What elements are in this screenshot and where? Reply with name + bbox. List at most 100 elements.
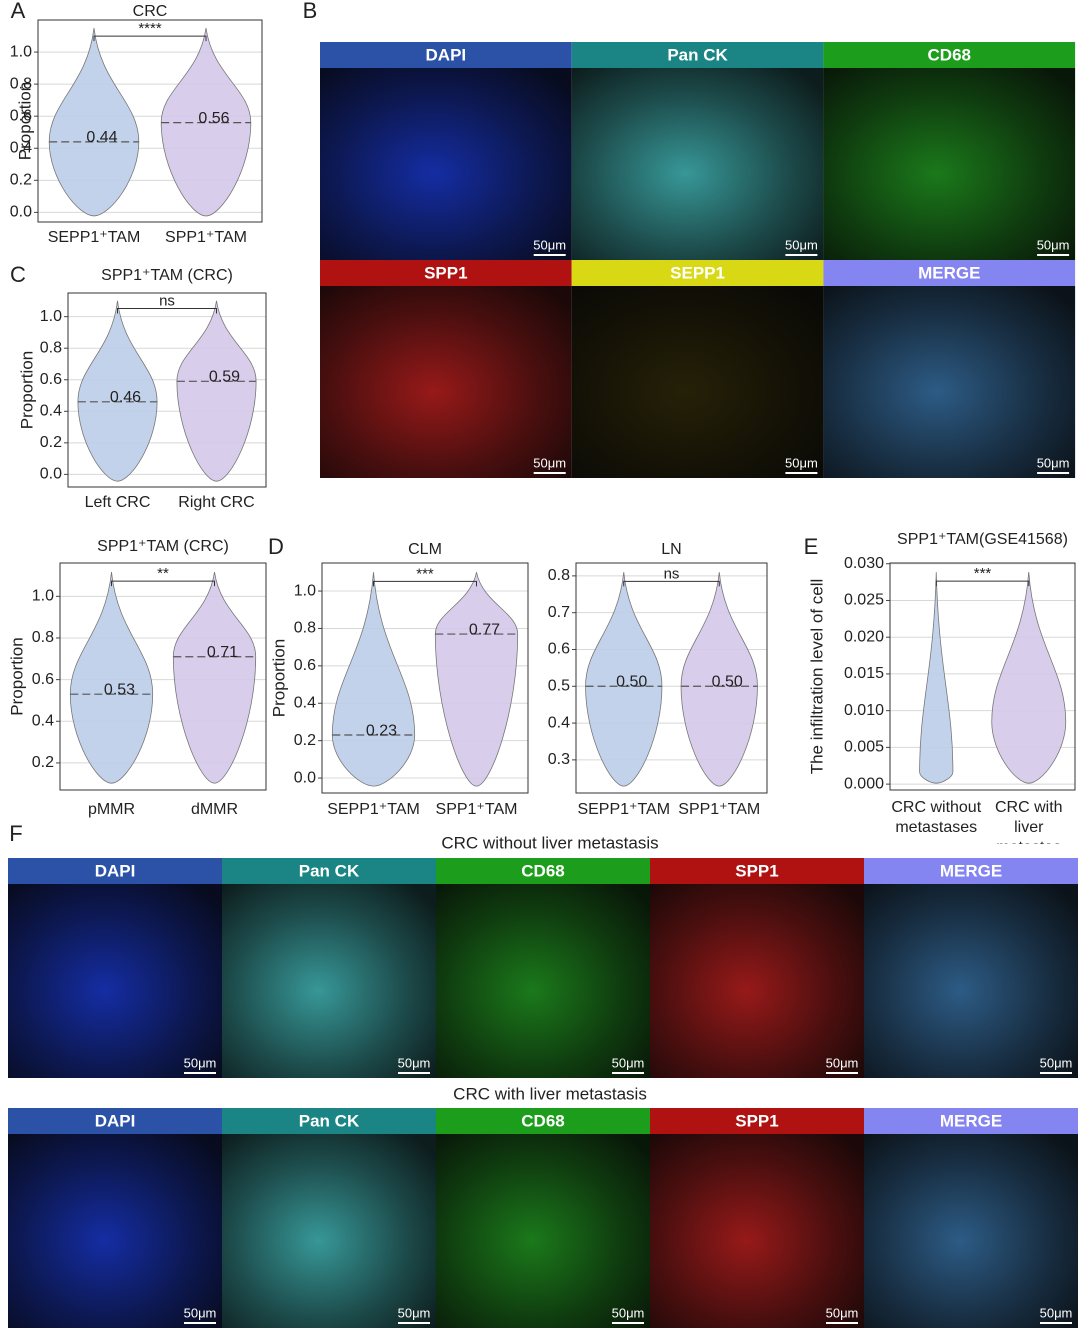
chart-title: SPP1⁺TAM(GSE41568) <box>897 531 1068 548</box>
micrograph-signal <box>320 286 572 478</box>
channel-label: Pan CK <box>299 1111 360 1130</box>
x-tick-label: SEPP1⁺TAM <box>577 801 670 818</box>
y-tick-label: 0.0 <box>10 204 32 221</box>
median-label: 0.23 <box>366 722 397 739</box>
image-header <box>823 260 1076 286</box>
median-label: 0.59 <box>209 369 240 386</box>
plot-frame <box>889 562 1076 791</box>
y-axis-label: Proportion <box>15 82 34 160</box>
micrograph-signal <box>571 68 824 260</box>
micrograph-signal <box>8 884 222 1078</box>
scale-label: 50μm <box>1037 237 1070 252</box>
y-tick-label: 0.7 <box>548 604 570 621</box>
micrograph-signal <box>222 884 436 1078</box>
scale-label: 50μm <box>1040 1055 1073 1070</box>
significance-bracket <box>117 308 217 314</box>
scale-label: 50μm <box>826 1055 859 1070</box>
y-tick-label: 0.2 <box>10 172 32 189</box>
image-header <box>436 858 650 884</box>
x-tick-label: SEPP1⁺TAM <box>327 801 420 818</box>
chart-title: LN <box>661 541 681 558</box>
significance-label: *** <box>416 565 434 582</box>
y-tick-label: 0.8 <box>32 629 54 646</box>
violin-body <box>160 28 252 217</box>
y-tick-label: 0.6 <box>548 641 570 658</box>
channel-label: DAPI <box>95 861 136 880</box>
row-title: CRC without liver metastasis <box>441 833 658 852</box>
image-header <box>864 1108 1078 1134</box>
micrograph-signal <box>650 884 864 1078</box>
y-tick-label: 1.0 <box>10 43 32 60</box>
plot-frame <box>321 562 529 794</box>
x-tick-label-text: CRC without metastases <box>891 799 982 836</box>
row-title: CRC with liver metastasis <box>453 1084 647 1103</box>
scale-label: 50μm <box>398 1055 431 1070</box>
y-tick-label: 0.000 <box>844 775 884 792</box>
plot-frame <box>37 19 263 223</box>
significance-bracket <box>373 580 477 587</box>
micrograph-signal <box>8 1134 222 1328</box>
y-tick-label: 0.8 <box>40 339 62 356</box>
micrograph-signal <box>436 884 650 1078</box>
x-tick-label: SEPP1⁺TAM <box>48 229 141 246</box>
y-tick-label: 0.020 <box>844 628 884 645</box>
x-tick-label: CRC with liver metastas <box>995 799 1063 844</box>
plot-frame <box>575 562 768 794</box>
x-tick-label: SPP1⁺TAM <box>436 801 518 818</box>
image-header <box>222 1108 436 1134</box>
significance-label: **** <box>138 20 162 37</box>
x-tick-label: Right CRC <box>178 494 254 511</box>
scale-label: 50μm <box>612 1055 645 1070</box>
channel-label: Pan CK <box>299 861 360 880</box>
violin-body <box>991 572 1067 784</box>
y-tick-label: 0.005 <box>844 739 884 756</box>
violin-body <box>172 572 257 784</box>
y-tick-label: 1.0 <box>32 588 54 605</box>
significance-bracket <box>623 580 720 587</box>
scale-label: 50μm <box>398 1305 431 1320</box>
micrograph-signal <box>864 884 1078 1078</box>
y-tick-label: 0.4 <box>32 712 54 729</box>
y-axis-label: The infiltration level of cell <box>807 579 826 775</box>
scale-label: 50μm <box>533 455 566 470</box>
significance-label: ns <box>664 565 680 582</box>
micrograph-signal <box>650 1134 864 1328</box>
violin-body <box>176 300 257 482</box>
violin-body <box>48 28 140 217</box>
y-tick-label: 0.4 <box>294 694 316 711</box>
y-tick-label: 0.8 <box>294 620 316 637</box>
x-tick-label: SPP1⁺TAM <box>678 801 760 818</box>
y-axis-label: Proportion <box>17 351 36 429</box>
channel-label: MERGE <box>940 861 1002 880</box>
channel-label: CD68 <box>928 45 971 64</box>
y-tick-label: 0.030 <box>844 555 884 572</box>
y-tick-label: 0.6 <box>10 107 32 124</box>
panel-label: F <box>9 821 22 846</box>
scale-label: 50μm <box>612 1305 645 1320</box>
significance-label: ** <box>157 565 169 582</box>
y-tick-label: 0.8 <box>548 567 570 584</box>
y-tick-label: 0.5 <box>548 677 570 694</box>
violin-body <box>919 572 954 784</box>
median-label: 0.46 <box>110 389 141 406</box>
channel-label: SPP1 <box>424 263 467 282</box>
channel-label: DAPI <box>95 1111 136 1130</box>
image-header <box>436 1108 650 1134</box>
micrograph-signal <box>320 68 572 260</box>
y-tick-label: 0.4 <box>548 714 570 731</box>
median-label: 0.50 <box>616 673 647 690</box>
micrograph-signal <box>571 286 824 478</box>
y-tick-label: 1.0 <box>294 582 316 599</box>
image-header <box>864 858 1078 884</box>
image-header <box>222 858 436 884</box>
y-tick-label: 0.3 <box>548 751 570 768</box>
significance-label: ns <box>159 292 175 309</box>
scale-label: 50μm <box>826 1305 859 1320</box>
median-label: 0.50 <box>712 673 743 690</box>
micrograph-signal <box>823 286 1076 478</box>
panel-label: C <box>10 262 26 287</box>
image-header <box>571 260 824 286</box>
micrograph-signal <box>222 1134 436 1328</box>
median-label: 0.77 <box>469 621 500 638</box>
plot-frame <box>67 292 267 488</box>
